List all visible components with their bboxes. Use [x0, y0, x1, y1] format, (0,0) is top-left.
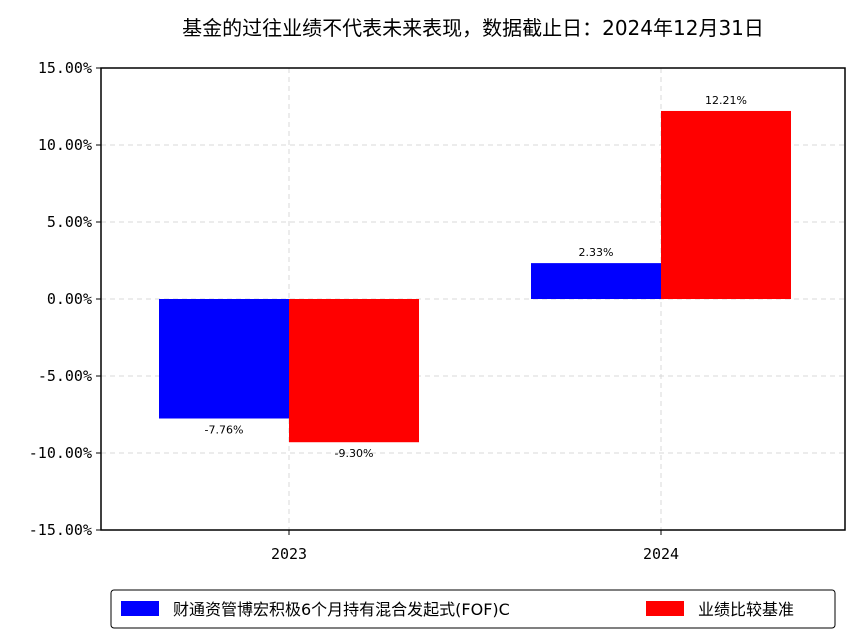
bar-series-0-2023 — [159, 299, 289, 419]
bar-series-1-2023 — [289, 299, 419, 443]
y-tick-label: 5.00% — [47, 213, 92, 231]
y-tick-label: 0.00% — [47, 290, 92, 308]
bars — [159, 110, 791, 443]
legend-label: 业绩比较基准 — [698, 600, 794, 619]
y-tick-label: -10.00% — [29, 444, 92, 462]
legend-label: 财通资管博宏积极6个月持有混合发起式(FOF)C — [173, 600, 510, 619]
data-label: -7.76% — [205, 424, 244, 437]
bar-series-0-2024 — [531, 263, 661, 299]
x-tick-label: 2024 — [643, 545, 679, 563]
y-tick-label: 15.00% — [38, 59, 92, 77]
bar-series-1-2024 — [661, 110, 791, 299]
y-tick-label: 10.00% — [38, 136, 92, 154]
legend-swatch — [646, 601, 684, 616]
data-label: 2.33% — [579, 246, 614, 259]
chart-title: 基金的过往业绩不代表未来表现，数据截止日：2024年12月31日 — [182, 16, 764, 40]
x-tick-label: 2023 — [271, 545, 307, 563]
data-labels: -7.76% 2.33% -9.30% 12.21% — [205, 94, 747, 460]
legend-swatch — [121, 601, 159, 616]
legend-frame — [110, 589, 836, 629]
y-tick-label: -5.00% — [38, 367, 92, 385]
y-tick-label: -15.00% — [29, 521, 92, 539]
data-label: -9.30% — [335, 447, 374, 460]
axis-ticks: 15.00% 10.00% 5.00% 0.00% -5.00% -10.00% -15.0… — [29, 59, 679, 563]
data-label: 12.21% — [705, 94, 747, 107]
legend: 财通资管博宏积极6个月持有混合发起式(FOF)C 业绩比较基准 — [110, 589, 836, 629]
